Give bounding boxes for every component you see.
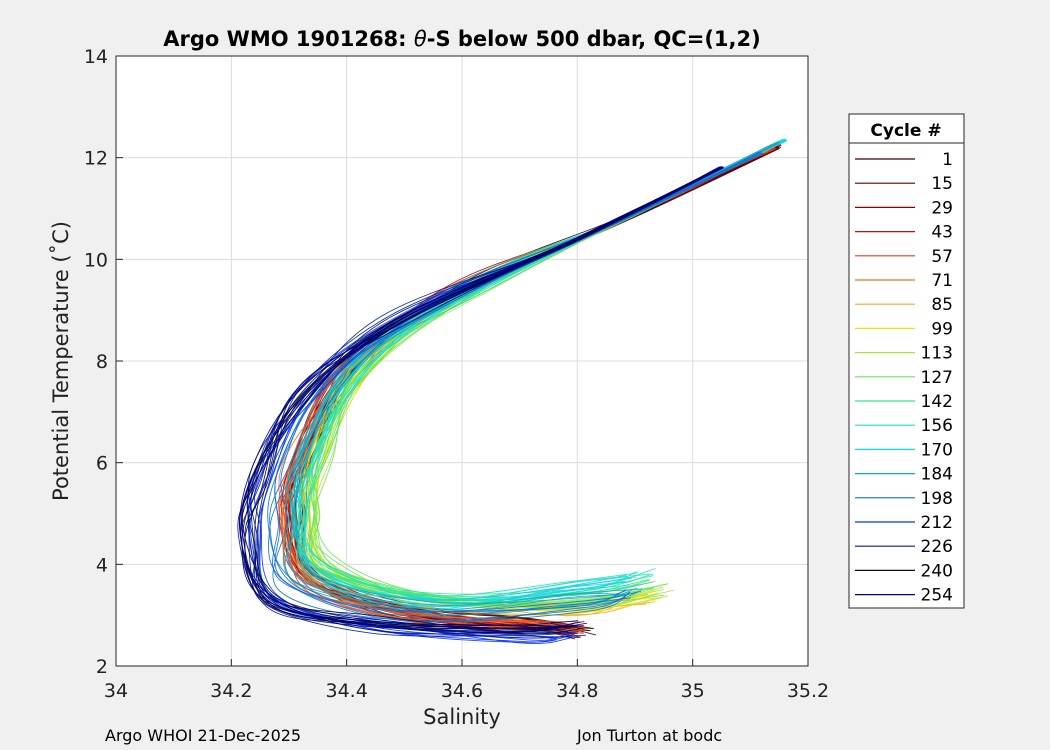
x-tick-label: 35 <box>681 680 705 702</box>
legend-label: 198 <box>921 489 953 509</box>
x-tick-label: 34 <box>104 680 128 702</box>
series-line <box>241 168 721 632</box>
x-axis-label: Salinity <box>423 705 501 729</box>
x-tick-label: 35.2 <box>787 680 829 702</box>
chart-title: Argo WMO 1901268: θ-S below 500 dbar, QC… <box>163 27 760 51</box>
legend-item: 127 <box>855 368 953 388</box>
legend-item: 29 <box>855 198 953 218</box>
legend-items: 1 15 29 43 57 71 85 99 113 127 142 156 170 184 198 212 2… <box>855 150 953 606</box>
y-axis-label: Potential Temperature (˚C) <box>49 221 73 501</box>
legend-item: 113 <box>855 344 953 364</box>
series-cycle-254 <box>239 166 724 634</box>
legend-label: 240 <box>921 561 953 581</box>
legend-item: 1 <box>855 150 953 170</box>
legend-label: 113 <box>921 344 953 364</box>
x-tick-label: 34.2 <box>210 680 252 702</box>
legend-label: 57 <box>931 247 953 267</box>
legend-item: 170 <box>855 440 953 460</box>
y-tick-label: 14 <box>84 46 108 68</box>
y-tick-label: 12 <box>84 148 108 170</box>
legend-label: 212 <box>921 513 953 533</box>
footer-left: Argo WHOI 21-Dec-2025 <box>105 726 302 745</box>
legend-label: 1 <box>942 150 953 170</box>
legend-label: 254 <box>921 586 953 606</box>
legend-label: 85 <box>931 295 953 315</box>
legend-label: 226 <box>921 537 953 557</box>
legend-label: 142 <box>921 392 953 412</box>
series-layer <box>237 138 788 644</box>
x-tick-label: 34.6 <box>441 680 483 702</box>
legend-title: Cycle # <box>870 121 941 141</box>
legend-label: 71 <box>931 271 953 291</box>
series-line <box>239 167 722 626</box>
legend-item: 43 <box>855 223 953 243</box>
legend-label: 156 <box>921 416 953 436</box>
legend-box <box>848 113 965 609</box>
x-tick-label: 34.4 <box>326 680 368 702</box>
y-tick-label: 2 <box>96 656 108 678</box>
legend-label: 127 <box>921 368 953 388</box>
series-line <box>239 166 724 633</box>
legend-item: 85 <box>855 295 953 315</box>
legend: Cycle # 1 15 29 43 57 71 85 99 113 127 142 156 170 18… <box>848 113 965 609</box>
legend-label: 29 <box>931 198 953 218</box>
legend-item: 156 <box>855 416 953 436</box>
legend-item: 57 <box>855 247 953 267</box>
legend-label: 170 <box>921 440 953 460</box>
legend-item: 71 <box>855 271 953 291</box>
legend-item: 184 <box>855 465 953 485</box>
y-tick-label: 10 <box>84 249 108 271</box>
x-tick-label: 34.8 <box>556 680 598 702</box>
legend-item: 226 <box>855 537 953 557</box>
y-tick-label: 8 <box>96 351 108 373</box>
legend-label: 99 <box>931 319 953 339</box>
legend-label: 43 <box>931 223 953 243</box>
legend-label: 184 <box>921 465 953 485</box>
legend-label: 15 <box>931 174 953 194</box>
legend-item: 254 <box>855 586 953 606</box>
legend-item: 99 <box>855 319 953 339</box>
series-line <box>269 150 763 613</box>
y-tick-label: 4 <box>96 554 108 576</box>
legend-item: 142 <box>855 392 953 412</box>
legend-item: 212 <box>855 513 953 533</box>
legend-item: 240 <box>855 561 953 581</box>
legend-item: 15 <box>855 174 953 194</box>
ticks: 34 34.2 34.4 34.6 34.8 35 35.2 2 4 6 8 10 12 14 <box>84 46 829 702</box>
footer-right: Jon Turton at bodc <box>577 726 723 745</box>
legend-item: 198 <box>855 489 953 509</box>
y-tick-label: 6 <box>96 453 108 475</box>
